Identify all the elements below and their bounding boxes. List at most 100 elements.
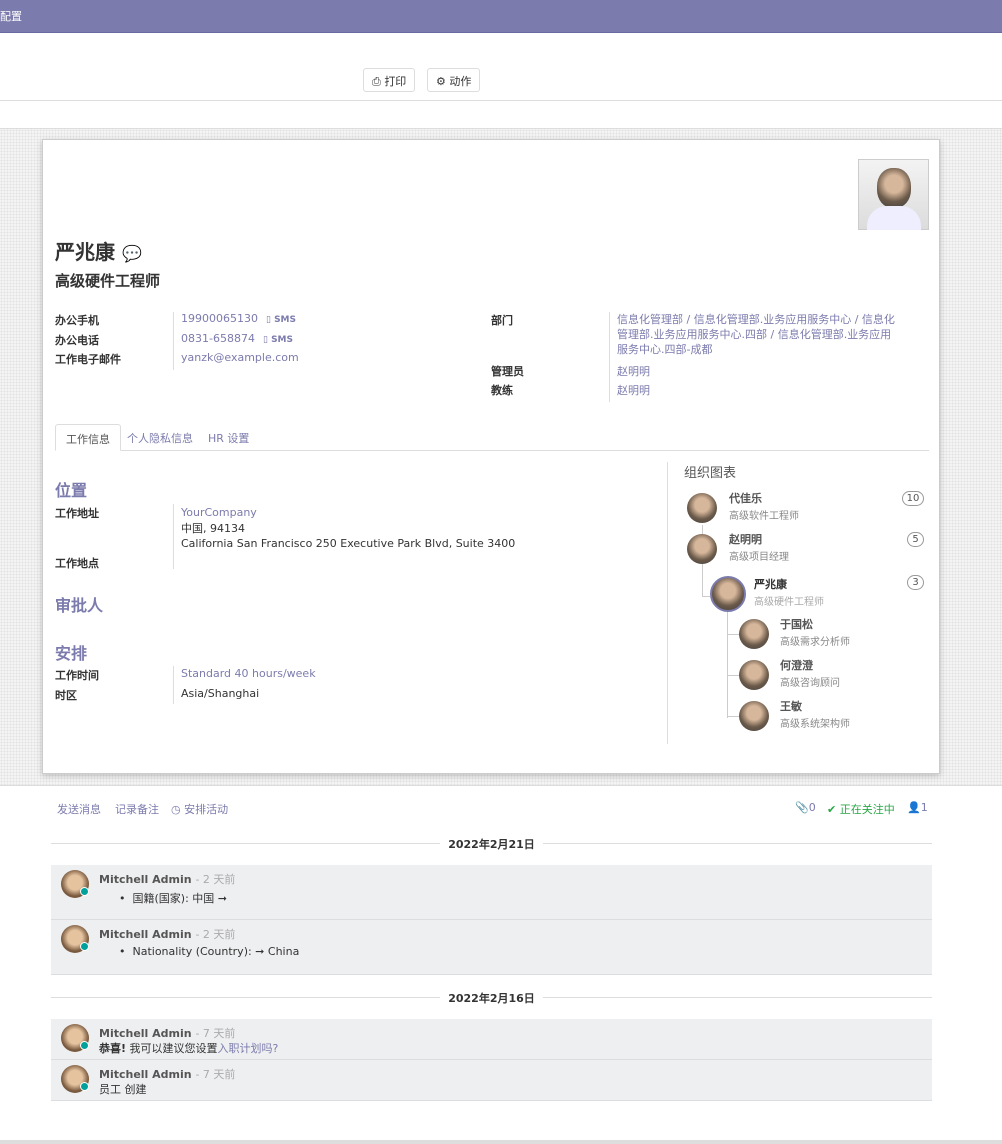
subordinate-count-badge[interactable]: 10 — [902, 491, 924, 506]
org-name: 严兆康 — [754, 578, 787, 591]
phone-field[interactable]: 0831-658874 ▯ SMS — [181, 332, 293, 345]
avatar[interactable] — [687, 534, 717, 564]
org-job: 高级项目经理 — [729, 552, 789, 563]
attachments-button[interactable]: 📎0 — [795, 801, 816, 814]
schedule-activity-button[interactable]: ◷ 安排活动 — [171, 803, 229, 816]
org-job: 高级咨询顾问 — [780, 678, 840, 689]
org-name[interactable]: 于国松 — [780, 618, 813, 631]
tree-line — [727, 611, 728, 718]
user-icon: 👤 — [907, 801, 921, 814]
email-link[interactable]: yanzk@example.com — [181, 351, 299, 364]
onboarding-plan-link[interactable]: 入职计划吗? — [217, 1042, 279, 1055]
sms-button[interactable]: ▯ SMS — [262, 335, 293, 345]
tab-work-info[interactable]: 工作信息 — [55, 424, 121, 451]
label-mobile: 办公手机 — [55, 314, 99, 327]
address-line: California San Francisco 250 Executive P… — [181, 537, 516, 550]
employee-form-sheet: 严兆康 💬 高级硬件工程师 办公手机 19900065130 ▯ SMS 办公电话… — [42, 139, 940, 774]
avatar[interactable] — [739, 701, 769, 731]
tree-line — [702, 596, 710, 597]
employee-photo[interactable] — [858, 159, 929, 230]
horizontal-scrollbar[interactable] — [0, 1140, 1002, 1144]
message: Mitchell Admin - 7 天前 恭喜! 我可以建议您设置入职计划吗? — [51, 1019, 932, 1060]
message-author[interactable]: Mitchell Admin - 7 天前 — [99, 1027, 236, 1040]
chat-bubbles-icon[interactable]: 💬 — [121, 244, 142, 263]
org-name[interactable]: 王敏 — [780, 700, 802, 713]
label-timezone: 时区 — [55, 689, 77, 702]
org-name[interactable]: 何澄澄 — [780, 659, 813, 672]
label-working-hours: 工作时间 — [55, 669, 99, 682]
photo-face — [877, 168, 911, 208]
print-icon: ⎙ — [372, 75, 381, 88]
nav-title[interactable]: 配置 — [0, 10, 22, 23]
message-body: 恭喜! 我可以建议您设置入职计划吗? — [99, 1042, 279, 1055]
label-department: 部门 — [491, 314, 513, 327]
tree-line — [727, 675, 739, 676]
department-link[interactable]: 信息化管理部 / 信息化管理部.业务应用服务中心 / 信息化管理部.业务应用服务… — [617, 313, 895, 356]
employee-job-title: 高级硬件工程师 — [55, 272, 161, 290]
message-author[interactable]: Mitchell Admin - 7 天前 — [99, 1068, 236, 1081]
avatar-current — [710, 576, 746, 612]
followers-button[interactable]: 👤1 — [907, 801, 928, 814]
tracking-value: • Nationality (Country): ➞ China — [119, 945, 300, 958]
subordinate-count-badge[interactable]: 3 — [907, 575, 924, 590]
tree-line — [702, 564, 703, 596]
message-author[interactable]: Mitchell Admin - 2 天前 — [99, 873, 236, 886]
sms-button[interactable]: ▯ SMS — [265, 315, 296, 325]
message: Mitchell Admin - 2 天前 • 国籍(国家): 中国 ➞ — [51, 865, 932, 920]
message: Mitchell Admin - 7 天前 员工 创建 — [51, 1060, 932, 1101]
mobile-field[interactable]: 19900065130 ▯ SMS — [181, 312, 296, 325]
coach-link[interactable]: 赵明明 — [617, 384, 650, 397]
tab-hr-settings[interactable]: HR 设置 — [208, 432, 250, 445]
label-phone: 办公电话 — [55, 334, 99, 347]
section-location: 位置 — [55, 481, 88, 500]
gear-icon: ⚙ — [436, 75, 446, 88]
avatar[interactable] — [739, 660, 769, 690]
following-button[interactable]: ✔ 正在关注中 — [827, 803, 895, 816]
label-manager: 管理员 — [491, 365, 524, 378]
divider — [173, 504, 174, 569]
timezone-value: Asia/Shanghai — [181, 687, 260, 700]
working-hours-link[interactable]: Standard 40 hours/week — [181, 667, 316, 680]
action-button[interactable]: ⚙ 动作 — [427, 68, 481, 92]
address-line: 中国, 94134 — [181, 521, 245, 535]
message-body: 员工 创建 — [99, 1083, 147, 1096]
org-job: 高级软件工程师 — [729, 511, 799, 522]
avatar[interactable] — [739, 619, 769, 649]
photo-shirt — [867, 206, 921, 230]
label-work-location: 工作地点 — [55, 557, 99, 570]
control-panel: ⎙ 打印 ⚙ 动作 — [0, 33, 1002, 101]
subordinate-count-badge[interactable]: 5 — [907, 532, 924, 547]
check-icon: ✔ — [827, 803, 837, 816]
org-job: 高级系统架构师 — [780, 719, 850, 730]
avatar[interactable] — [687, 493, 717, 523]
tree-line — [727, 716, 739, 717]
online-status-icon — [80, 887, 89, 896]
online-status-icon — [80, 1041, 89, 1050]
label-coach: 教练 — [491, 384, 513, 397]
send-message-button[interactable]: 发送消息 — [57, 803, 101, 816]
org-job: 高级硬件工程师 — [754, 597, 824, 608]
section-approvers: 审批人 — [55, 596, 104, 615]
paperclip-icon: 📎 — [795, 801, 809, 814]
top-navbar: 配置 — [0, 0, 1002, 33]
divider — [609, 312, 610, 402]
online-status-icon — [80, 942, 89, 951]
tab-private-info[interactable]: 个人隐私信息 — [127, 432, 193, 445]
manager-link[interactable]: 赵明明 — [617, 365, 650, 378]
message-author[interactable]: Mitchell Admin - 2 天前 — [99, 928, 236, 941]
tree-line — [727, 634, 739, 635]
clock-icon: ◷ — [171, 803, 181, 816]
org-divider — [667, 462, 668, 744]
company-link[interactable]: YourCompany — [181, 506, 257, 519]
divider — [173, 312, 174, 370]
label-email: 工作电子邮件 — [55, 353, 121, 366]
log-note-button[interactable]: 记录备注 — [115, 803, 159, 816]
org-name[interactable]: 代佳乐 — [729, 492, 762, 505]
section-schedule: 安排 — [55, 644, 88, 663]
online-status-icon — [80, 1082, 89, 1091]
form-tabs: 工作信息 个人隐私信息 HR 设置 — [55, 424, 929, 451]
org-name[interactable]: 赵明明 — [729, 533, 762, 546]
work-address-field[interactable]: YourCompany 中国, 94134 California San Fra… — [181, 505, 515, 552]
org-job: 高级需求分析师 — [780, 637, 850, 648]
print-button[interactable]: ⎙ 打印 — [363, 68, 416, 92]
